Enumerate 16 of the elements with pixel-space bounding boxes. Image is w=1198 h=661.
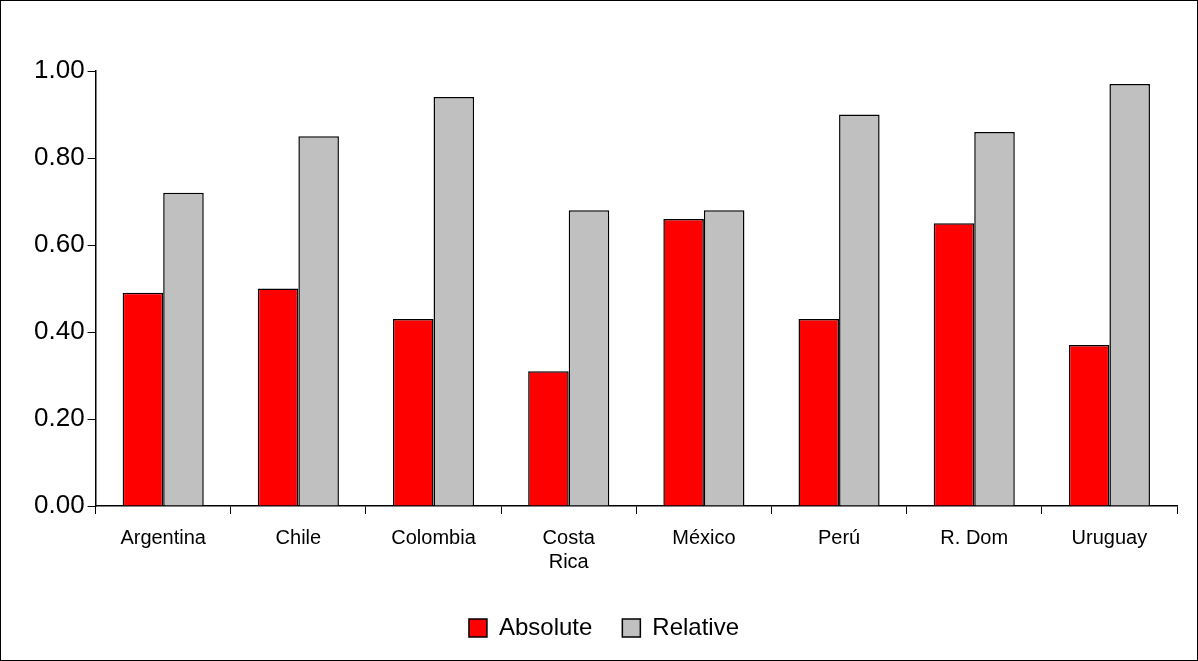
x-tick-label: Argentina <box>120 525 207 548</box>
x-tick-label: Chile <box>275 525 322 548</box>
legend-label: Absolute <box>498 612 593 640</box>
x-tick-label: México <box>672 525 736 548</box>
y-tick-label: 0.00 <box>33 489 85 520</box>
y-tick-label: 1.00 <box>33 54 85 85</box>
x-tick-label: Uruguay <box>1071 525 1148 548</box>
x-tick-label: Perú <box>817 525 861 548</box>
y-tick-label: 0.20 <box>33 402 85 433</box>
y-tick-label: 0.80 <box>33 141 85 172</box>
legend-label: Relative <box>652 612 740 640</box>
x-tick-label: Colombia <box>391 525 477 548</box>
y-tick-label: 0.40 <box>33 315 85 346</box>
y-tick-label: 0.60 <box>33 228 85 259</box>
x-tick-label: Costa Rica <box>542 525 596 572</box>
x-tick-label: R. Dom <box>940 525 1009 548</box>
